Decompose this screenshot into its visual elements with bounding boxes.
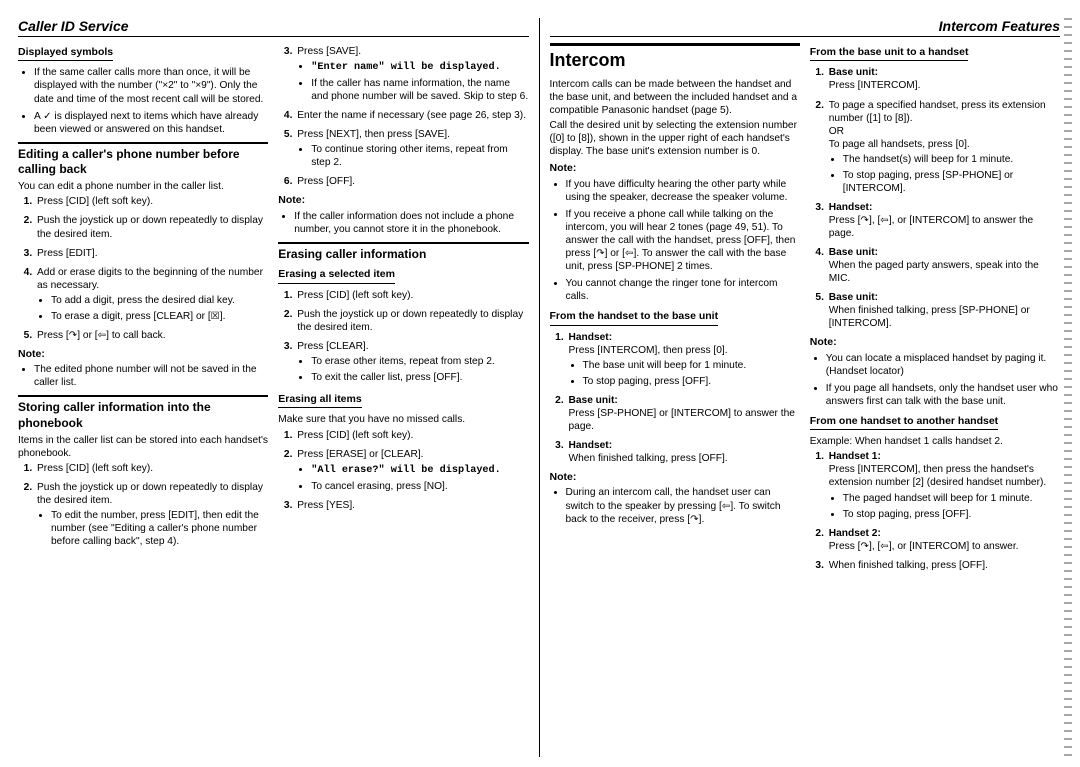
step: Base unit: Press [INTERCOM]. <box>827 66 1060 92</box>
subhead-erase-item: Erasing a selected item <box>278 268 395 283</box>
subhead-hs-to-hs: From one handset to another handset <box>810 415 998 430</box>
para: Call the desired unit by selecting the e… <box>550 119 800 158</box>
title-intercom: Intercom <box>550 43 800 72</box>
sub: "Enter name" will be displayed. <box>311 60 528 74</box>
left-columns: Displayed symbols If the same caller cal… <box>18 43 529 757</box>
para: You can edit a phone number in the calle… <box>18 180 268 193</box>
column-1: Displayed symbols If the same caller cal… <box>18 43 268 757</box>
sub: To erase a digit, press [CLEAR] or [☒]. <box>51 310 268 323</box>
subhead-hs-to-base: From the handset to the base unit <box>550 310 719 325</box>
section-editing: Editing a caller's phone number before c… <box>18 142 268 178</box>
step: Press [CID] (left soft key). <box>35 462 268 475</box>
sub: The paged handset will beep for 1 minute… <box>843 492 1060 505</box>
step: To page a specified handset, press its e… <box>827 99 1060 195</box>
spiral-binding <box>1064 18 1072 757</box>
sub: The handset(s) will beep for 1 minute. <box>843 153 1060 166</box>
subhead-symbols: Displayed symbols <box>18 46 113 61</box>
sub: To stop paging, press [OFF]. <box>583 375 800 388</box>
step: Push the joystick up or down repeatedly … <box>295 308 528 334</box>
step: Add or erase digits to the beginning of … <box>35 266 268 323</box>
note-label: Note: <box>550 162 800 175</box>
left-page: Caller ID Service Displayed symbols If t… <box>18 18 540 757</box>
right-page: Intercom Features Intercom Intercom call… <box>540 18 1061 757</box>
sub: To stop paging, press [OFF]. <box>843 508 1060 521</box>
step: Press [YES]. <box>295 499 528 512</box>
step: Press [OFF]. <box>295 175 528 188</box>
para: Make sure that you have no missed calls. <box>278 413 528 426</box>
right-header: Intercom Features <box>550 18 1061 37</box>
note: You cannot change the ringer tone for in… <box>566 277 800 303</box>
column-4: From the base unit to a handset Base uni… <box>810 43 1060 757</box>
step: Handset 1: Press [INTERCOM], then press … <box>827 450 1060 520</box>
step: When finished talking, press [OFF]. <box>827 559 1060 572</box>
sub: To exit the caller list, press [OFF]. <box>311 371 528 384</box>
sub: If the caller has name information, the … <box>311 77 528 103</box>
note: You can locate a misplaced handset by pa… <box>826 352 1060 378</box>
step: Handset: When finished talking, press [O… <box>567 439 800 465</box>
step: Press [SAVE]. "Enter name" will be displ… <box>295 45 528 103</box>
note-label: Note: <box>278 194 528 207</box>
para: Items in the caller list can be stored i… <box>18 434 268 460</box>
right-columns: Intercom Intercom calls can be made betw… <box>550 43 1061 757</box>
column-3: Intercom Intercom calls can be made betw… <box>550 43 800 757</box>
section-erasing: Erasing caller information <box>278 242 528 262</box>
bullet: If the same caller calls more than once,… <box>34 66 268 105</box>
note: During an intercom call, the handset use… <box>566 486 800 525</box>
step: Push the joystick up or down repeatedly … <box>35 481 268 548</box>
sub: To continue storing other items, repeat … <box>311 143 528 169</box>
step: Press [EDIT]. <box>35 247 268 260</box>
note: The edited phone number will not be save… <box>34 363 268 389</box>
step: Base unit: Press [SP-PHONE] or [INTERCOM… <box>567 394 800 433</box>
column-2: Press [SAVE]. "Enter name" will be displ… <box>278 43 528 757</box>
step: Press [ERASE] or [CLEAR]. "All erase?" w… <box>295 448 528 493</box>
note-label: Note: <box>810 336 1060 349</box>
note: If the caller information does not inclu… <box>294 210 528 236</box>
sub: The base unit will beep for 1 minute. <box>583 359 800 372</box>
step: Handset: Press [INTERCOM], then press [0… <box>567 331 800 388</box>
step: Press [CLEAR]. To erase other items, rep… <box>295 340 528 384</box>
para: Intercom calls can be made between the h… <box>550 78 800 117</box>
sub: To cancel erasing, press [NO]. <box>311 480 528 493</box>
para: Example: When handset 1 calls handset 2. <box>810 435 1060 448</box>
step: Press [CID] (left soft key). <box>35 195 268 208</box>
step: Press [↷] or [⇦] to call back. <box>35 329 268 342</box>
step: Handset: Press [↷], [⇦], or [INTERCOM] t… <box>827 201 1060 240</box>
step: Base unit: When finished talking, press … <box>827 291 1060 330</box>
sub: To erase other items, repeat from step 2… <box>311 355 528 368</box>
step: Base unit: When the paged party answers,… <box>827 246 1060 285</box>
note: If you have difficulty hearing the other… <box>566 178 800 204</box>
sub: "All erase?" will be displayed. <box>311 463 528 477</box>
subhead-erase-all: Erasing all items <box>278 393 361 408</box>
section-storing: Storing caller information into the phon… <box>18 395 268 431</box>
step: Handset 2: Press [↷], [⇦], or [INTERCOM]… <box>827 527 1060 553</box>
sub: To stop paging, press [SP-PHONE] or [INT… <box>843 169 1060 195</box>
step: Press [CID] (left soft key). <box>295 429 528 442</box>
step: Enter the name if necessary (see page 26… <box>295 109 528 122</box>
step: Press [CID] (left soft key). <box>295 289 528 302</box>
manual-spread: Caller ID Service Displayed symbols If t… <box>0 0 1080 767</box>
step: Push the joystick up or down repeatedly … <box>35 214 268 240</box>
bullet: A ✓ is displayed next to items which hav… <box>34 110 268 136</box>
note: If you page all handsets, only the hands… <box>826 382 1060 408</box>
step: Press [NEXT], then press [SAVE]. To cont… <box>295 128 528 169</box>
sub: To edit the number, press [EDIT], then e… <box>51 509 268 548</box>
note-label: Note: <box>18 348 268 361</box>
left-header: Caller ID Service <box>18 18 529 37</box>
sub: To add a digit, press the desired dial k… <box>51 294 268 307</box>
note: If you receive a phone call while talkin… <box>566 208 800 273</box>
note-label: Note: <box>550 471 800 484</box>
subhead-base-to-hs: From the base unit to a handset <box>810 46 969 61</box>
